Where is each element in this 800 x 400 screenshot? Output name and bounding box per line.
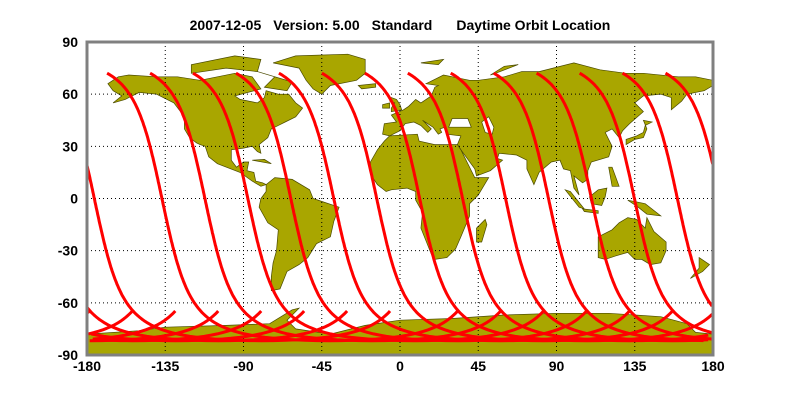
orbit-track-9	[449, 71, 709, 343]
black-sea	[448, 118, 472, 128]
orbit-track-10	[492, 71, 704, 343]
x-axis-ticks: -180 -135 -90 -45 0 45 90 135 180	[73, 358, 725, 374]
y-tick-label: -30	[58, 243, 78, 259]
land-ireland	[382, 102, 390, 109]
land-svalbard	[420, 58, 445, 65]
orbit-track-12	[578, 71, 713, 335]
land-greenland	[272, 53, 366, 95]
orbit-track-8	[88, 310, 134, 336]
land-baffin-island	[257, 71, 293, 92]
orbit-track-11	[535, 71, 713, 341]
title-version: Version: 5.00	[273, 17, 360, 33]
orbit-track-6	[321, 71, 674, 343]
x-tick-label: 135	[623, 358, 647, 374]
land-madagascar	[476, 218, 488, 243]
grid-lines	[87, 42, 713, 355]
plot-frame	[85, 40, 715, 357]
land-cuba	[252, 159, 272, 165]
land-canadian-arctic	[190, 55, 262, 74]
x-tick-label: -135	[151, 358, 179, 374]
orbit-track-14	[87, 165, 392, 343]
x-tick-label: -90	[233, 358, 253, 374]
orbit-track-13	[621, 71, 713, 307]
orbit-track-4	[235, 71, 588, 343]
orbit-track-7	[364, 71, 713, 343]
orbit-track-8	[407, 71, 709, 343]
orbit-track-13	[87, 306, 349, 343]
land-iceland	[357, 83, 377, 90]
land-japan	[625, 119, 654, 146]
y-tick-label: 30	[62, 138, 78, 154]
x-tick-label: 45	[470, 358, 486, 374]
orbit-track-12	[90, 310, 306, 343]
orbit-tracks	[87, 71, 713, 343]
land-africa	[370, 133, 490, 260]
land-masses	[87, 53, 713, 355]
title-date: 2007-12-05	[189, 17, 262, 33]
plot-border	[85, 40, 715, 357]
y-tick-label: -90	[58, 347, 78, 363]
orbit-track-14	[664, 71, 713, 165]
land-philippines	[608, 166, 620, 187]
x-tick-label: 0	[396, 358, 404, 374]
x-tick-label: -180	[73, 358, 101, 374]
land-north-america	[107, 72, 304, 187]
title-product: Standard	[371, 17, 433, 33]
land-new-guinea	[627, 199, 663, 217]
y-tick-label: 0	[70, 191, 78, 207]
x-tick-label: -45	[312, 358, 332, 374]
orbit-track-5	[278, 71, 631, 343]
y-tick-label: 90	[62, 34, 78, 50]
title-description: Daytime Orbit Location	[456, 17, 611, 33]
land-australia	[597, 216, 667, 265]
land-sumatra	[564, 189, 586, 210]
y-tick-label: -60	[58, 295, 78, 311]
y-axis-ticks: 90 60 30 0 -30 -60 -90	[58, 34, 78, 363]
x-tick-label: 180	[701, 358, 725, 374]
x-tick-label: 90	[549, 358, 565, 374]
figure-title: 2007-12-05 Version: 5.00 Standard Daytime O…	[0, 17, 800, 33]
y-tick-label: 60	[62, 86, 78, 102]
